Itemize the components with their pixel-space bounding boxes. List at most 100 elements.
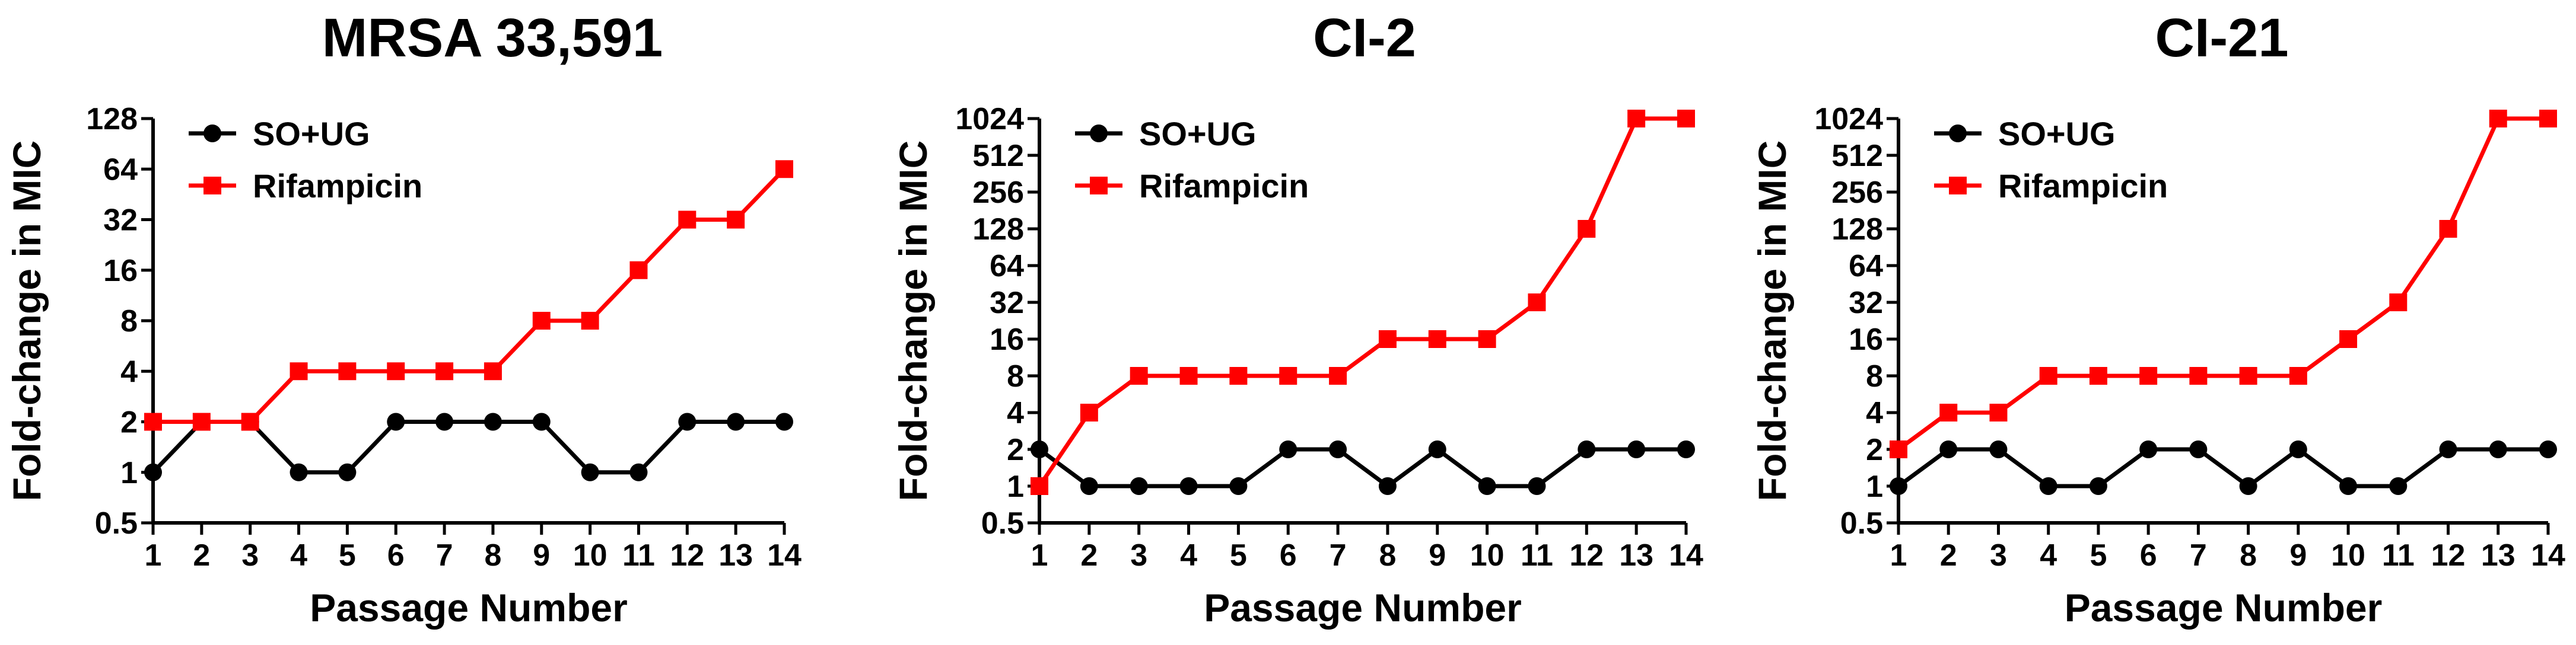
legend-marker xyxy=(1090,124,1108,142)
series-line xyxy=(1897,116,2548,451)
x-tick-label: 11 xyxy=(622,538,655,573)
data-point xyxy=(2089,367,2107,385)
y-axis-label: Fold-change in MIC xyxy=(891,141,935,502)
data-point xyxy=(1080,477,1098,495)
data-point xyxy=(435,413,454,431)
data-point xyxy=(387,413,405,431)
data-point xyxy=(2339,330,2358,348)
data-point xyxy=(1179,367,1198,385)
x-tick-label: 9 xyxy=(533,538,550,573)
data-point xyxy=(1279,367,1297,385)
data-point xyxy=(2039,477,2057,495)
y-tick-label: 0.5 xyxy=(1840,506,1883,541)
data-point xyxy=(581,312,599,330)
data-point xyxy=(338,362,357,381)
data-point xyxy=(1677,440,1695,458)
series-line xyxy=(153,167,786,424)
data-point xyxy=(1428,330,1446,348)
y-tick-label: 32 xyxy=(1849,286,1883,320)
y-tick-label: 0.5 xyxy=(95,506,138,541)
x-tick-label: 6 xyxy=(2140,538,2157,573)
x-tick-label: 13 xyxy=(2481,538,2515,573)
x-tick-label: 3 xyxy=(1130,538,1147,573)
data-point xyxy=(1528,293,1546,311)
data-point xyxy=(727,413,745,431)
data-point xyxy=(192,413,211,431)
series-line xyxy=(1038,116,1686,487)
data-point xyxy=(2139,440,2158,458)
chart-title: CI-2 xyxy=(1313,8,1416,68)
data-point xyxy=(1677,110,1695,127)
data-point xyxy=(1578,440,1596,458)
x-tick-label: 8 xyxy=(1379,538,1396,573)
x-tick-label: 14 xyxy=(2531,538,2565,573)
data-point xyxy=(2289,367,2307,385)
x-tick-label: 8 xyxy=(2240,538,2257,573)
data-point xyxy=(484,413,502,431)
x-tick-label: 4 xyxy=(1180,538,1197,573)
legend-label: Rifampicin xyxy=(1998,167,2168,205)
series-rifampicin xyxy=(1031,110,1695,495)
data-point xyxy=(2489,440,2507,458)
x-tick-label: 3 xyxy=(241,538,259,573)
x-tick-label: 5 xyxy=(2090,538,2107,573)
legend-marker xyxy=(203,124,221,142)
legend: SO+UG Rifampicin xyxy=(1934,115,2168,205)
data-point xyxy=(1329,367,1347,385)
series-rifampicin xyxy=(144,160,793,431)
data-point xyxy=(727,210,745,229)
x-tick-label: 13 xyxy=(718,538,753,573)
data-point xyxy=(1939,404,1958,422)
x-tick-label: 12 xyxy=(670,538,704,573)
x-axis-label: Passage Number xyxy=(310,586,628,630)
data-point xyxy=(1478,330,1496,348)
data-point xyxy=(2389,293,2408,311)
series-so-ug xyxy=(1031,440,1695,495)
y-tick-label: 1024 xyxy=(955,102,1024,136)
x-tick-label: 4 xyxy=(290,538,307,573)
y-tick-label: 1 xyxy=(1866,470,1883,504)
data-point xyxy=(2039,367,2057,385)
y-tick-label: 0.5 xyxy=(981,506,1024,541)
data-point xyxy=(2489,110,2507,127)
y-axis-label: Fold-change in MIC xyxy=(5,141,49,502)
x-tick-label: 12 xyxy=(1569,538,1604,573)
data-point xyxy=(2439,440,2457,458)
series-so-ug xyxy=(1890,440,2557,495)
data-point xyxy=(1890,477,1907,495)
x-tick-label: 2 xyxy=(193,538,210,573)
y-tick-label: 128 xyxy=(86,102,138,136)
y-tick-label: 256 xyxy=(1831,175,1883,210)
x-tick-label: 2 xyxy=(1080,538,1098,573)
data-point xyxy=(1627,440,1646,458)
y-tick-label: 8 xyxy=(1866,359,1883,394)
legend-marker xyxy=(1949,124,1967,142)
data-point xyxy=(484,362,502,381)
data-point xyxy=(1080,404,1098,422)
series-line xyxy=(1897,447,2548,488)
x-tick-label: 6 xyxy=(387,538,405,573)
data-point xyxy=(241,413,259,431)
data-point xyxy=(1627,110,1646,127)
data-point xyxy=(1939,440,1958,458)
x-tick-label: 7 xyxy=(1330,538,1347,573)
data-point xyxy=(2189,440,2208,458)
y-tick-label: 64 xyxy=(990,249,1024,283)
data-point xyxy=(629,261,648,279)
y-tick-label: 8 xyxy=(1007,359,1024,394)
data-point xyxy=(1031,477,1048,495)
x-tick-label: 2 xyxy=(1940,538,1957,573)
legend-label: SO+UG xyxy=(1998,115,2116,152)
x-tick-label: 14 xyxy=(1669,538,1703,573)
data-point xyxy=(290,362,308,381)
y-tick-label: 16 xyxy=(103,254,138,288)
legend-marker xyxy=(1949,177,1967,194)
x-tick-label: 3 xyxy=(1990,538,2007,573)
y-tick-label: 128 xyxy=(972,212,1024,247)
data-point xyxy=(290,463,308,481)
y-tick-label: 2 xyxy=(1866,433,1883,467)
data-point xyxy=(775,413,793,431)
legend: SO+UG Rifampicin xyxy=(1075,115,1309,205)
